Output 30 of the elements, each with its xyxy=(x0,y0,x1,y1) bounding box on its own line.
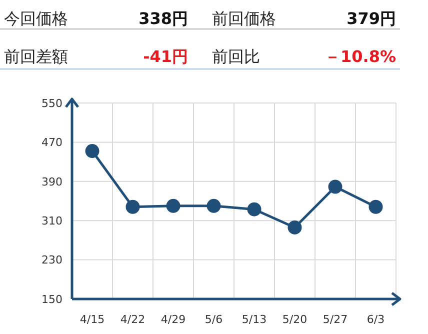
y-tick-label: 470 xyxy=(42,136,62,150)
x-tick-label: 6/3 xyxy=(366,313,385,326)
point xyxy=(288,220,302,234)
y-tick-label: 310 xyxy=(42,214,62,228)
text: 今回価格 xyxy=(4,9,68,28)
text: 338円 xyxy=(138,9,188,28)
y-tick-label: 390 xyxy=(42,175,62,188)
text: 379円 xyxy=(346,9,396,28)
point xyxy=(368,200,383,214)
text: 前回価格 xyxy=(212,9,276,28)
text: －10.8% xyxy=(324,47,396,66)
x-tick-label: 5/13 xyxy=(242,313,267,326)
text: 前回比 xyxy=(212,47,260,66)
point xyxy=(328,180,342,194)
point xyxy=(206,198,221,213)
point xyxy=(166,198,180,213)
point xyxy=(126,200,140,214)
x-tick-label: 4/15 xyxy=(80,313,105,326)
text: -41円 xyxy=(143,47,188,66)
text: 前回差額 xyxy=(4,47,68,66)
y-tick-label: 230 xyxy=(42,254,62,267)
y-tick-label: 550 xyxy=(42,96,62,110)
x-tick-label: 5/27 xyxy=(322,313,348,326)
point xyxy=(85,144,100,158)
x-tick-label: 5/6 xyxy=(204,313,223,326)
x-tick-label: 5/20 xyxy=(282,313,308,326)
x-tick-label: 4/29 xyxy=(160,313,186,326)
point xyxy=(247,202,262,216)
y-tick-label: 150 xyxy=(42,292,62,306)
x-tick-label: 4/22 xyxy=(120,313,146,326)
